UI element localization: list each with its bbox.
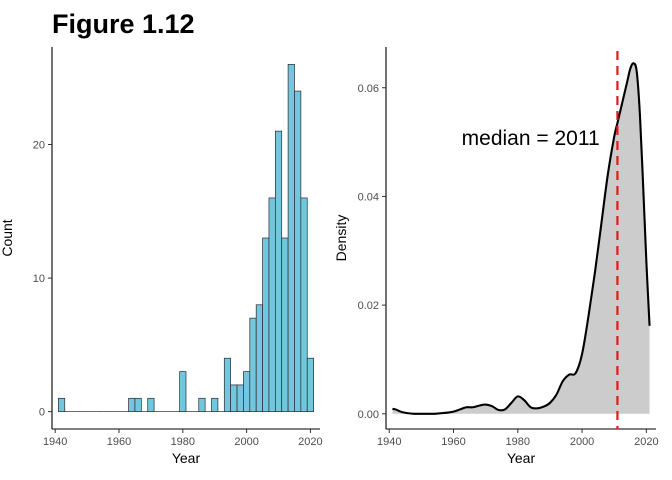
hist-x-tick-label: 1980 — [171, 436, 195, 448]
density-y-tick-label: 0.02 — [358, 300, 379, 312]
density-y-tick-label: 0.06 — [358, 83, 379, 95]
histogram-bar — [211, 397, 219, 412]
histogram-bar — [147, 397, 155, 412]
hist-x-tick-label: 1940 — [43, 436, 67, 448]
hist-x-tick-label: 1960 — [107, 436, 131, 448]
histogram-bar — [255, 304, 263, 412]
hist-y-tick-label: 20 — [33, 140, 45, 152]
histogram-bar — [179, 371, 187, 412]
histogram-bar — [294, 90, 302, 412]
density-x-tick-label: 1980 — [506, 436, 530, 448]
histogram-bar — [198, 397, 206, 412]
histogram-bar — [268, 197, 276, 412]
histogram-bar — [306, 357, 314, 412]
histogram-bar — [249, 317, 257, 412]
histogram-bar — [274, 130, 283, 412]
density-curve-line — [392, 62, 651, 415]
density-x-axis-title: Year — [507, 450, 536, 466]
hist-x-tick-label: 2020 — [298, 436, 322, 448]
density-y-tick-label: 0.04 — [358, 191, 379, 203]
histogram-bar — [236, 384, 244, 412]
density-y-tick-label: 0.00 — [358, 409, 379, 421]
hist-y-tick-label: 0 — [39, 407, 45, 419]
hist-y-axis-title: Count — [0, 219, 15, 256]
histogram-bar — [281, 237, 289, 412]
histogram-bar — [134, 397, 142, 412]
histogram-bar — [58, 397, 66, 412]
histogram-bar — [223, 357, 232, 412]
density-x-tick-label: 1960 — [441, 436, 465, 448]
histogram-bar — [128, 397, 136, 412]
density-x-tick-label: 2020 — [634, 436, 658, 448]
histogram-panel: 1940 1960 1980 2000 2020 0 10 20 Year Count — [0, 47, 323, 466]
density-panel: 1940 1960 1980 2000 2020 0.00 0.02 0.04 0.06 Year… — [333, 47, 659, 466]
hist-x-tick-label: 2000 — [234, 436, 258, 448]
hist-y-tick-label: 10 — [33, 273, 45, 285]
density-y-axis-title: Density — [333, 215, 349, 262]
histogram-bar — [300, 197, 308, 412]
histogram-bar — [230, 384, 238, 412]
histogram-bar — [287, 64, 295, 412]
density-area-fill — [392, 63, 650, 414]
figure-title: Figure 1.12 — [52, 9, 195, 39]
density-x-tick-label: 1940 — [377, 436, 401, 448]
hist-x-axis-title: Year — [172, 450, 201, 466]
histogram-bar — [243, 371, 251, 412]
density-x-tick-label: 2000 — [570, 436, 594, 448]
median-annotation-label: median = 2011 — [462, 127, 600, 150]
histogram-bar — [262, 237, 270, 412]
